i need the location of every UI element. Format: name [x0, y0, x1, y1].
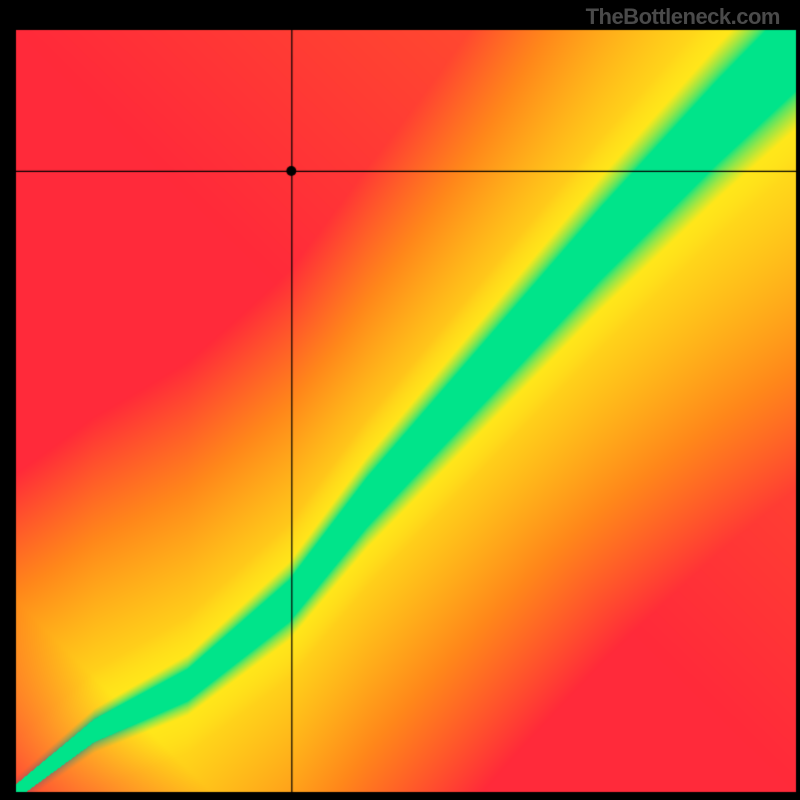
- bottleneck-heatmap: [0, 0, 800, 800]
- watermark-text: TheBottleneck.com: [586, 4, 780, 30]
- chart-container: TheBottleneck.com: [0, 0, 800, 800]
